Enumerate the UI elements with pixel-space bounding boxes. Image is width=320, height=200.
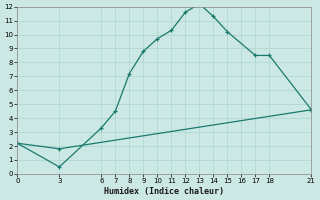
X-axis label: Humidex (Indice chaleur): Humidex (Indice chaleur): [104, 187, 224, 196]
